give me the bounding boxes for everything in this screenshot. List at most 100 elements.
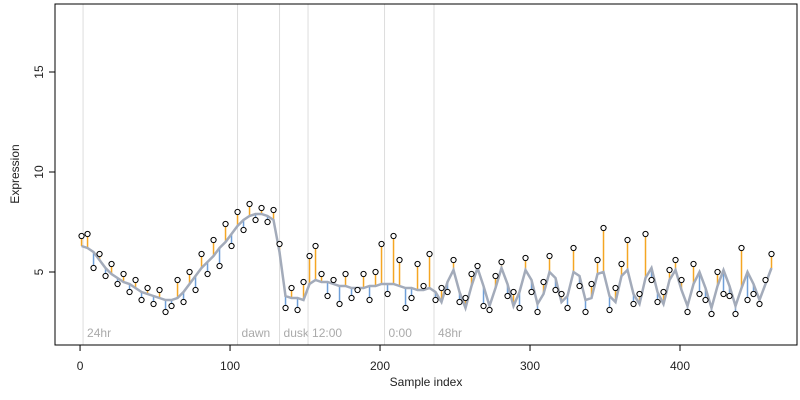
point (378, 240, 385, 248)
point (726, 292, 733, 300)
point (318, 270, 325, 278)
point (108, 260, 115, 268)
annotation-label: 24hr (87, 326, 111, 340)
point (180, 298, 187, 306)
point (168, 302, 175, 310)
point (342, 270, 349, 278)
point (408, 294, 415, 302)
x-axis-title: Sample index (390, 375, 463, 389)
point (546, 252, 553, 260)
point (282, 304, 289, 312)
point (306, 252, 313, 260)
point (744, 296, 751, 304)
point (696, 290, 703, 298)
point (330, 276, 337, 284)
point (486, 306, 493, 314)
point (288, 284, 295, 292)
x-tick-label: 200 (370, 359, 390, 373)
point (252, 216, 259, 224)
point (474, 262, 481, 270)
x-tick-label: 0 (77, 359, 84, 373)
x-tick-label: 300 (520, 359, 540, 373)
point (576, 282, 583, 290)
point (174, 276, 181, 284)
point (606, 306, 613, 314)
annotation-label: dusk (284, 326, 310, 340)
point (228, 242, 235, 250)
point (198, 250, 205, 258)
point (540, 278, 547, 286)
point (264, 218, 271, 226)
fit-line (81, 212, 773, 313)
point (480, 302, 487, 310)
point (732, 310, 739, 318)
point (594, 256, 601, 264)
y-tick-label: 5 (32, 268, 46, 275)
point (384, 290, 391, 298)
point (312, 242, 319, 250)
point (528, 288, 535, 296)
point (654, 298, 661, 306)
point (690, 260, 697, 268)
point (204, 270, 211, 278)
point (720, 290, 727, 298)
point (498, 258, 505, 266)
point (462, 294, 469, 302)
point (156, 286, 163, 294)
point (294, 306, 301, 314)
point (276, 240, 283, 248)
point (162, 308, 169, 316)
point (558, 290, 565, 298)
point (138, 296, 145, 304)
point (630, 300, 637, 308)
point (648, 276, 655, 284)
point (90, 264, 97, 272)
point (402, 304, 409, 312)
point (582, 308, 589, 316)
point (336, 300, 343, 308)
point (624, 236, 631, 244)
point (534, 308, 541, 316)
plot-frame (54, 3, 798, 346)
point (390, 232, 397, 240)
point (570, 244, 577, 252)
annotation-label: 0:00 (389, 326, 413, 340)
point (618, 260, 625, 268)
point (492, 272, 499, 280)
point (456, 298, 463, 306)
point (702, 296, 709, 304)
y-tick-label: 10 (32, 165, 46, 179)
point (126, 288, 133, 296)
annotation-label: 12:00 (312, 326, 342, 340)
point (600, 224, 607, 232)
x-tick-label: 100 (220, 359, 240, 373)
point (678, 276, 685, 284)
point (666, 266, 673, 274)
point (102, 272, 109, 280)
point (192, 286, 199, 294)
point (750, 290, 757, 298)
point (432, 296, 439, 304)
point (444, 288, 451, 296)
point (552, 286, 559, 294)
point (636, 290, 643, 298)
x-tick-label: 400 (670, 359, 690, 373)
point (684, 308, 691, 316)
point (768, 250, 775, 258)
point (120, 270, 127, 278)
point (84, 230, 91, 238)
point (708, 310, 715, 318)
point (216, 262, 223, 270)
point (360, 270, 367, 278)
point (756, 300, 763, 308)
point (510, 288, 517, 296)
point (222, 220, 229, 228)
point (438, 284, 445, 292)
point (234, 208, 241, 216)
point (78, 232, 85, 240)
point (186, 268, 193, 276)
point (354, 286, 361, 294)
point (150, 300, 157, 308)
annotation-label: dawn (242, 326, 271, 340)
